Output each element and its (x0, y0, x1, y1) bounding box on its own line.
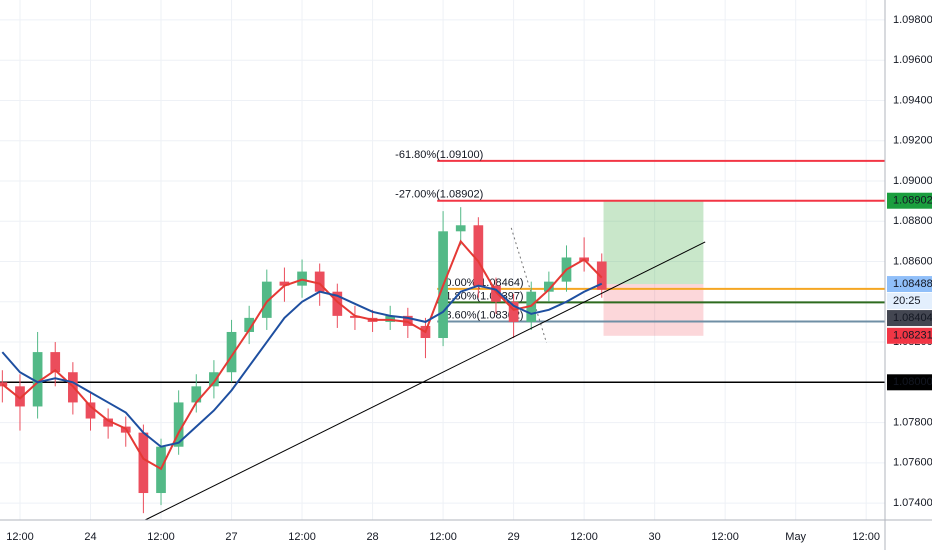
candle-body (385, 315, 396, 322)
candle-body (85, 402, 96, 419)
candle-body (491, 285, 501, 302)
candle-body (332, 291, 343, 316)
candle-body (455, 225, 466, 232)
y-tick-label: 1.09400 (893, 94, 932, 106)
y-tick-label: 1.08800 (893, 215, 932, 227)
y-tick-label: 1.09600 (893, 54, 932, 66)
x-tick-label: 28 (366, 531, 378, 543)
candle-body (32, 352, 43, 407)
candle-body (15, 386, 25, 407)
y-tick-label: 1.09200 (893, 135, 932, 147)
price-axis (885, 0, 932, 550)
candle-body (314, 271, 325, 292)
x-tick-label: 12:00 (429, 531, 457, 543)
x-tick-label: 30 (649, 531, 661, 543)
y-tick-label: 1.09800 (893, 14, 932, 26)
y-tick-label: 1.08600 (893, 255, 932, 267)
target-zone (603, 200, 704, 285)
x-tick-label: May (785, 531, 806, 543)
fib-label: -27.00%(1.08902) (395, 189, 483, 201)
x-tick-label: 27 (225, 531, 237, 543)
candle-body (50, 352, 61, 373)
candle-body (209, 372, 219, 387)
x-tick-label: 12:00 (570, 531, 598, 543)
fib-label: -61.80%(1.09100) (395, 149, 483, 161)
price-label-box (887, 293, 932, 310)
x-tick-label: 29 (507, 531, 519, 543)
x-tick-label: 12:00 (288, 531, 316, 543)
price-label: 1.08231 (893, 330, 932, 342)
x-tick-label: 12:00 (852, 531, 880, 543)
x-tick-label: 12:00 (147, 531, 175, 543)
candle-body (103, 418, 113, 427)
price-label: 1.08404 (893, 312, 932, 324)
y-tick-label: 1.07400 (893, 497, 932, 509)
y-tick-label: 1.07600 (893, 457, 932, 469)
x-tick-label: 24 (84, 531, 96, 543)
candle-body (138, 432, 149, 494)
price-label-box (887, 374, 932, 391)
candle-body (244, 317, 255, 332)
candle-body (279, 281, 290, 286)
price-label-box (887, 192, 932, 209)
price-label: 1.08000 (893, 376, 932, 388)
candle-body (473, 225, 484, 286)
price-label-box (887, 276, 932, 293)
moving-average (1, 239, 603, 471)
candle-body (402, 315, 413, 326)
y-tick-label: 1.09000 (893, 175, 932, 187)
price-label-box (887, 327, 932, 344)
fib-label: 78.60%(1.08302) (439, 309, 523, 321)
stop-zone (603, 284, 704, 336)
candle-body (596, 261, 607, 290)
candle-body (226, 331, 237, 373)
price-label: 1.08902 (893, 195, 932, 207)
price-label-box (887, 310, 932, 327)
x-tick-label: 12:00 (711, 531, 739, 543)
candle-body (173, 402, 184, 447)
x-tick-label: 12:00 (6, 531, 34, 543)
moving-average (1, 282, 603, 448)
y-tick-label: 1.07800 (893, 416, 932, 428)
trend-line (144, 241, 706, 521)
price-label: 20:25 (893, 295, 921, 307)
candle-body (261, 281, 272, 318)
candle-body (508, 301, 519, 322)
candle-body (191, 386, 202, 403)
price-label: 1.08488 (893, 278, 932, 290)
candle-body (544, 281, 554, 292)
